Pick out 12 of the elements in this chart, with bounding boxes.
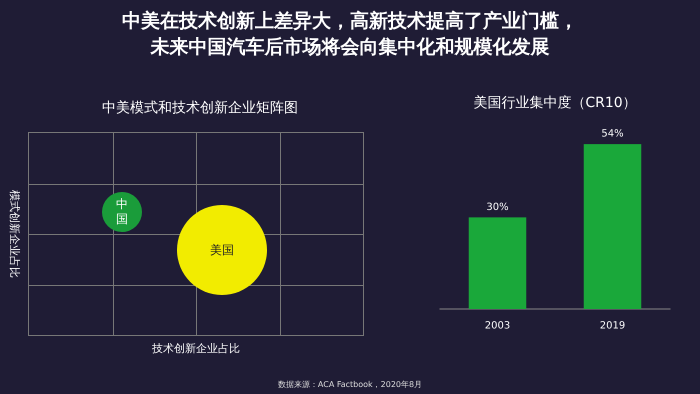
text: 技术创新企业占比 xyxy=(151,341,241,356)
chart-title: 美国行业集中度（CR10） xyxy=(473,95,637,112)
text: 中国 xyxy=(115,197,129,227)
data-label: 30% xyxy=(486,202,509,213)
x-tick-label: 2003 xyxy=(484,320,510,332)
text: 中美在技术创新上差异大，高新技术提高了产业门槛，未来中国汽车后市场将会向集中化和规模化发展 xyxy=(121,9,579,60)
data-label: 54% xyxy=(601,128,624,140)
text: 美国 xyxy=(210,242,234,258)
text: 中美模式和技术创新企业矩阵图 xyxy=(101,99,299,117)
text: 模式创新企业占比 xyxy=(7,189,22,280)
source-note: 数据来源：ACA Factbook，2020年8月 xyxy=(276,379,424,390)
x-tick-label: 2019 xyxy=(600,320,626,332)
